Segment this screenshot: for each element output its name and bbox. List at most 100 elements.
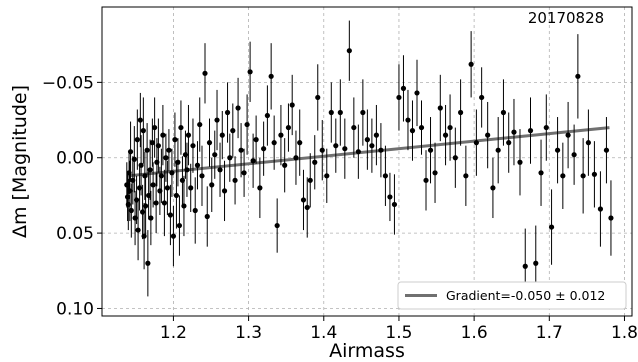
data-point <box>490 185 496 191</box>
data-point <box>382 173 389 179</box>
data-point <box>247 69 253 75</box>
data-point <box>184 167 190 173</box>
legend-box <box>397 281 627 310</box>
data-point <box>400 85 407 91</box>
data-point <box>127 149 134 155</box>
data-point <box>405 117 411 123</box>
y-tick-label: −0.05 <box>42 73 94 93</box>
data-point <box>289 102 295 108</box>
data-point <box>153 200 159 206</box>
data-point <box>485 132 491 138</box>
data-point <box>337 109 343 116</box>
data-point <box>533 260 539 266</box>
data-point <box>319 147 325 153</box>
data-point <box>140 128 146 134</box>
data-point <box>585 140 591 146</box>
data-point <box>452 155 458 161</box>
data-point <box>423 177 429 183</box>
data-point <box>324 173 330 179</box>
data-point <box>181 203 187 209</box>
data-point <box>346 48 352 54</box>
data-point <box>134 137 140 143</box>
data-point <box>495 147 501 153</box>
y-axis-label: Δm [Magnitude] <box>9 85 31 238</box>
data-point <box>214 117 220 123</box>
data-point <box>235 105 241 111</box>
data-point <box>147 167 153 173</box>
data-point <box>447 124 453 131</box>
x-tick-label: 1.4 <box>310 323 337 343</box>
data-point <box>364 137 370 143</box>
data-point <box>161 200 167 206</box>
data-point <box>227 155 233 161</box>
data-point <box>342 146 348 152</box>
data-point <box>176 222 183 229</box>
data-point <box>185 132 192 138</box>
data-point <box>128 207 134 214</box>
data-point <box>442 132 449 138</box>
legend-label: Gradient=-0.050 ± 0.012 <box>446 288 605 303</box>
y-tick-label: 0.00 <box>56 149 94 169</box>
data-point <box>500 109 507 116</box>
data-point <box>143 203 149 209</box>
data-point <box>131 156 137 162</box>
data-point <box>170 233 177 239</box>
data-point <box>307 177 313 183</box>
data-point <box>560 173 566 179</box>
data-point <box>565 132 571 138</box>
data-point <box>543 124 549 131</box>
data-point <box>206 140 213 146</box>
x-tick-label: 1.8 <box>611 323 638 343</box>
data-point <box>209 182 215 188</box>
data-point <box>387 194 393 200</box>
data-point <box>230 128 236 134</box>
chart-annotation: 20170828 <box>528 9 604 27</box>
data-point <box>603 147 610 153</box>
y-tick-label: 0.05 <box>56 224 94 244</box>
data-point <box>312 159 318 165</box>
x-tick-label: 1.6 <box>461 323 488 343</box>
data-point <box>432 170 438 176</box>
data-point <box>457 109 464 116</box>
data-point <box>575 73 581 79</box>
data-point <box>506 140 512 146</box>
fit-line <box>128 126 610 178</box>
data-point <box>148 215 154 221</box>
x-tick-label: 1.2 <box>160 323 187 343</box>
data-point <box>463 173 469 179</box>
data-point <box>597 206 604 212</box>
data-point <box>212 152 218 158</box>
data-point <box>160 132 166 138</box>
data-point <box>199 173 205 179</box>
data-point <box>219 132 225 138</box>
data-point <box>409 128 416 134</box>
data-point <box>152 124 158 131</box>
data-point <box>137 117 143 123</box>
data-point <box>144 147 150 153</box>
data-point <box>194 162 201 168</box>
data-point <box>197 121 203 128</box>
data-point <box>150 182 156 188</box>
data-point <box>282 162 288 168</box>
data-point <box>418 124 425 131</box>
data-point <box>166 147 172 153</box>
data-point <box>548 224 555 230</box>
data-point <box>427 147 434 153</box>
data-point <box>253 137 259 143</box>
data-point <box>158 173 164 179</box>
data-point <box>250 158 256 164</box>
data-point <box>149 140 155 146</box>
data-point <box>293 155 299 161</box>
y-tick-label: 0.10 <box>56 299 94 319</box>
data-point <box>580 173 586 179</box>
data-point <box>538 170 544 176</box>
x-axis-label: Airmass <box>329 340 405 362</box>
data-point <box>468 61 474 67</box>
data-point <box>396 94 402 101</box>
data-point <box>175 159 181 165</box>
data-point <box>517 159 523 165</box>
axis-ticks: 1.2 1.3 1.4 1.5 1.6 1.7 1.8 −0.05 0.00 0.05 0.10 <box>42 73 638 343</box>
data-point <box>173 192 180 199</box>
data-point <box>391 201 398 208</box>
data-point <box>268 73 274 79</box>
